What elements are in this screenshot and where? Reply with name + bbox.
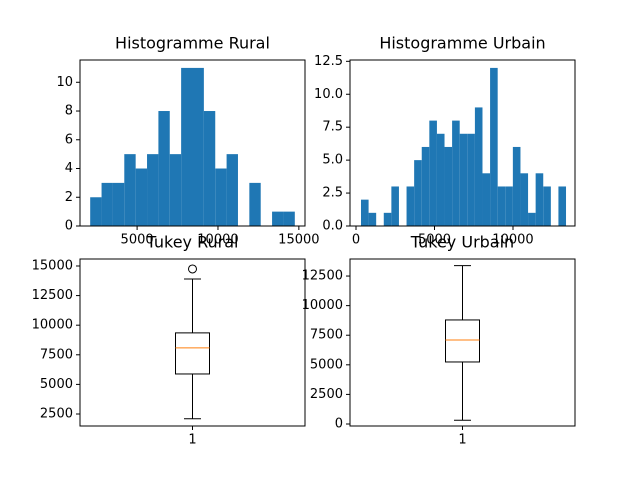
y-tick-label: 5000: [40, 377, 73, 392]
bar: [436, 133, 445, 226]
y-tick-label: 2: [65, 190, 73, 205]
bar: [520, 173, 529, 226]
y-tick-label: 0: [335, 416, 343, 431]
chart-title: Tukey Rural: [146, 233, 239, 252]
bar: [272, 211, 284, 226]
bar: [158, 111, 170, 226]
bar: [249, 182, 261, 226]
bar: [505, 186, 513, 226]
chart-title: Histogramme Rural: [115, 34, 270, 53]
y-tick-label: 7.5: [322, 120, 343, 135]
bar: [459, 133, 468, 226]
x-tick-label: 5000: [121, 233, 154, 248]
axes-frame: [79, 59, 306, 227]
bar: [482, 173, 491, 226]
x-tick-label: 1: [458, 433, 466, 448]
bar: [535, 173, 544, 226]
box: [445, 319, 480, 363]
axes-frame: [349, 59, 576, 227]
bar: [421, 146, 430, 226]
y-tick-label: 2500: [310, 387, 343, 402]
chart-title: Histogramme Urbain: [379, 34, 545, 53]
y-tick-label: 2500: [40, 406, 73, 421]
chart-title: Tukey Urbain: [410, 233, 514, 252]
bar: [226, 154, 238, 226]
bar: [543, 186, 551, 226]
bar: [283, 211, 295, 226]
y-tick-label: 10000: [302, 298, 343, 313]
bar: [203, 111, 216, 226]
bar: [406, 186, 415, 226]
bar: [558, 186, 567, 226]
bar: [169, 154, 182, 226]
y-tick-label: 8: [65, 104, 73, 119]
bar: [181, 67, 193, 227]
y-tick-label: 10000: [32, 318, 73, 333]
bar: [391, 186, 399, 226]
bar: [490, 67, 498, 227]
bar: [124, 154, 136, 226]
bar: [512, 146, 521, 226]
bar: [90, 197, 102, 226]
axes-frame: [349, 258, 576, 427]
y-tick-label: 15000: [32, 258, 73, 273]
y-tick-label: 0.0: [322, 219, 343, 234]
bar: [444, 146, 453, 226]
bar: [414, 160, 422, 226]
bar: [135, 168, 148, 226]
x-tick-label: 15000: [278, 233, 319, 248]
y-tick-label: 7500: [40, 347, 73, 362]
y-tick-label: 12500: [32, 288, 73, 303]
y-tick-label: 12500: [302, 269, 343, 284]
y-tick-label: 6: [65, 132, 73, 147]
bar: [147, 154, 159, 226]
bar: [101, 182, 113, 226]
flier: [188, 264, 197, 274]
y-tick-label: 10.0: [314, 87, 343, 102]
y-tick-label: 4: [65, 161, 73, 176]
x-tick-label: 0: [352, 233, 360, 248]
y-tick-label: 7500: [310, 328, 343, 343]
bar: [112, 182, 125, 226]
y-tick-label: 5.0: [322, 153, 343, 168]
bar: [192, 67, 204, 227]
bar: [474, 107, 483, 226]
bar: [368, 212, 377, 226]
y-tick-label: 0: [65, 219, 73, 234]
bar: [383, 212, 392, 226]
bar: [215, 168, 227, 226]
x-tick-label: 5000: [418, 233, 451, 248]
bar: [497, 186, 506, 226]
axes-frame: [79, 258, 306, 427]
x-tick-label: 1: [188, 433, 196, 448]
bar: [528, 212, 536, 226]
x-tick-label: 10000: [197, 233, 238, 248]
bar: [467, 133, 475, 226]
y-tick-label: 10: [56, 75, 73, 90]
y-tick-label: 2.5: [322, 186, 343, 201]
y-tick-label: 12.5: [314, 54, 343, 69]
bar: [452, 120, 460, 226]
y-tick-label: 5000: [310, 357, 343, 372]
x-tick-label: 10000: [492, 233, 533, 248]
bar: [360, 199, 369, 226]
box: [175, 332, 210, 375]
bar: [429, 120, 437, 226]
